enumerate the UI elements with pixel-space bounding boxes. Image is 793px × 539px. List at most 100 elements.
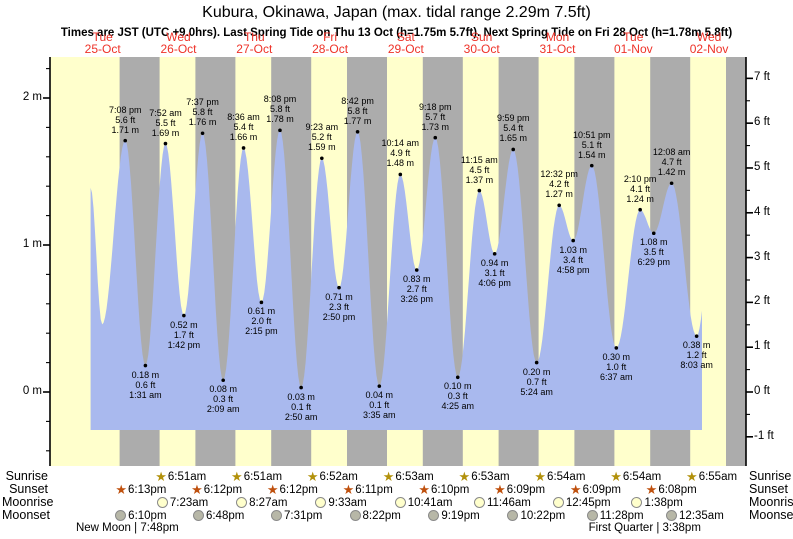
sunset-star-icon: ★ [494, 482, 506, 497]
right-axis-tick-label: 6 ft [754, 116, 770, 129]
tide-annotation-line: 0.03 m [287, 391, 315, 402]
sunrise-star-icon: ★ [458, 469, 471, 484]
sunset-marker-time: 6:12pm [203, 483, 243, 496]
tide-annotation-line: 1:42 pm [167, 339, 201, 350]
sunrise-star-icon: ★ [382, 469, 395, 484]
tide-annotation-line: 5.8 ft [269, 104, 290, 115]
tide-annotation-line: 4.9 ft [390, 148, 411, 159]
tide-extreme-dot [299, 385, 303, 390]
day-label-date: 29-Oct [387, 42, 424, 56]
tide-extreme-annotation: 7:37 pm 5.8 ft 1.76 m [186, 97, 219, 127]
moonrise-marker-time: 8:27am [249, 496, 288, 509]
sunrise-marker-time: 6:52am [319, 470, 358, 483]
moonrise-marker: 7:23am [156, 496, 208, 509]
tide-annotation-line: 5.2 ft [311, 132, 332, 143]
tide-annotation-line: 2.3 ft [329, 301, 350, 312]
tide-extreme-dot [638, 207, 642, 212]
tide-annotation-line: 5.6 ft [115, 114, 136, 125]
tide-annotation-line: 1.54 m [578, 149, 606, 160]
tide-annotation-line: 3.5 ft [643, 247, 664, 258]
tide-extreme-annotation: 1.08 m 3.5 ft 6:29 pm [638, 237, 671, 267]
tide-extreme-annotation: 0.20 m 0.7 ft 5:24 am [520, 367, 553, 397]
tide-annotation-line: 1.65 m [499, 133, 527, 144]
sunrise-star-icon: ★ [306, 469, 319, 484]
moonset-marker: 8:22pm [349, 509, 401, 522]
moonrise-marker: 8:27am [236, 496, 287, 509]
tide-annotation-line: 3:35 am [363, 410, 396, 421]
tide-annotation-line: 1:31 am [129, 389, 162, 400]
tide-extreme-annotation: 0.61 m 2.0 ft 2:15 pm [245, 306, 278, 336]
tide-annotation-line: 0.94 m [480, 257, 509, 268]
tide-extreme-annotation: 0.52 m 1.7 ft 1:42 pm [168, 320, 201, 350]
tide-annotation-line: 7:52 am [149, 107, 182, 118]
tide-extreme-dot [651, 231, 656, 236]
moonrise-moon-icon [394, 497, 406, 508]
sunset-marker-time: 6:12pm [279, 483, 318, 496]
tide-annotation-line: 0.20 m [522, 366, 551, 377]
sunrise-marker-time: 6:54am [622, 470, 662, 483]
tide-annotation-line: 0.1 ft [369, 400, 390, 411]
moonset-marker: 6:10pm [115, 509, 167, 522]
tide-annotation-line: 1.37 m [465, 174, 494, 185]
tide-extreme-dot [477, 188, 482, 193]
tide-annotation-line: 2:50 pm [322, 311, 356, 322]
moonset-marker-time: 10:22pm [520, 509, 566, 522]
tide-extreme-annotation: 7:08 pm 5.6 ft 1.71 m [109, 105, 142, 135]
left-axis-tick-label: 0 m [22, 385, 42, 397]
moonset-marker: 7:31pm [271, 509, 322, 522]
tide-annotation-line: 3:26 pm [400, 293, 433, 304]
tide-annotation-line: 1.42 m [657, 167, 686, 178]
tide-extreme-dot [200, 131, 205, 136]
moonset-marker: 6:48pm [192, 509, 244, 522]
day-label-date: 01-Nov [613, 42, 653, 56]
day-label-dow: Tue [623, 30, 644, 44]
right-axis-tick-label: 0 ft [754, 385, 770, 397]
day-label-dow: Fri [323, 30, 338, 44]
tide-extreme-annotation: 0.71 m 2.3 ft 2:50 pm [323, 292, 356, 322]
tide-annotation-line: 1.71 m [111, 124, 139, 135]
tide-extreme-dot [320, 156, 324, 161]
tide-annotation-line: 0.1 ft [291, 401, 312, 412]
tide-extreme-dot [123, 138, 128, 143]
right-axis-tick-label: -1 ft [754, 429, 774, 442]
moonrise-marker-time: 10:41am [407, 496, 453, 509]
sunset-star-icon: ★ [342, 482, 355, 497]
tide-annotation-line: 2:15 pm [245, 326, 278, 337]
tide-extreme-dot [534, 360, 539, 365]
tide-extreme-dot [557, 203, 561, 208]
tide-annotation-line: 0.08 m [209, 384, 237, 395]
tide-annotation-line: 1.03 m [559, 244, 587, 255]
tide-annotation-line: 12:32 pm [540, 169, 578, 180]
moonrise-marker-time: 1:38pm [644, 496, 683, 509]
tide-annotation-line: 1.59 m [308, 142, 336, 153]
tide-annotation-line: 4:58 pm [556, 264, 590, 275]
tide-annotation-line: 1.78 m [266, 114, 294, 125]
tide-annotation-line: 8:36 am [227, 111, 260, 122]
row-label-moonrise-left: Moonrise [2, 495, 54, 509]
sunset-marker: ★ 6:09pm [494, 483, 545, 496]
tide-annotation-line: 3.4 ft [563, 254, 584, 265]
moonset-moon-icon [428, 510, 440, 521]
tide-annotation-line: 0.71 m [325, 291, 353, 302]
tide-extreme-dot [694, 334, 699, 338]
tide-extreme-annotation: 2:10 pm 4.1 ft 1.24 m [624, 174, 657, 204]
tide-extreme-annotation: 10:14 am 4.9 ft 1.48 m [382, 138, 420, 168]
sunset-marker-time: 6:09pm [506, 483, 546, 496]
tide-extreme-annotation: 0.18 m 0.6 ft 1:31 am [129, 370, 162, 400]
sunrise-marker: ★ 6:51am [155, 470, 206, 483]
tide-extreme-annotation: 0.08 m 0.3 ft 2:09 am [207, 384, 240, 414]
moonset-marker-time: 9:19pm [441, 509, 480, 522]
tide-extreme-dot [337, 285, 341, 290]
tide-annotation-line: 5.8 ft [347, 105, 368, 116]
tide-extreme-dot [398, 172, 403, 177]
tide-extreme-dot [614, 346, 619, 350]
tide-extreme-dot [511, 147, 516, 152]
day-label-date: 26-Oct [160, 42, 197, 56]
row-label-sunrise-right: Sunrise [749, 469, 792, 483]
moonset-marker: 12:35am [666, 509, 724, 522]
tide-annotation-line: 0.30 m [602, 351, 631, 362]
sunrise-star-icon: ★ [534, 469, 547, 484]
moonset-marker: 11:28pm [586, 509, 644, 522]
tide-annotation-line: 1.77 m [343, 115, 372, 126]
